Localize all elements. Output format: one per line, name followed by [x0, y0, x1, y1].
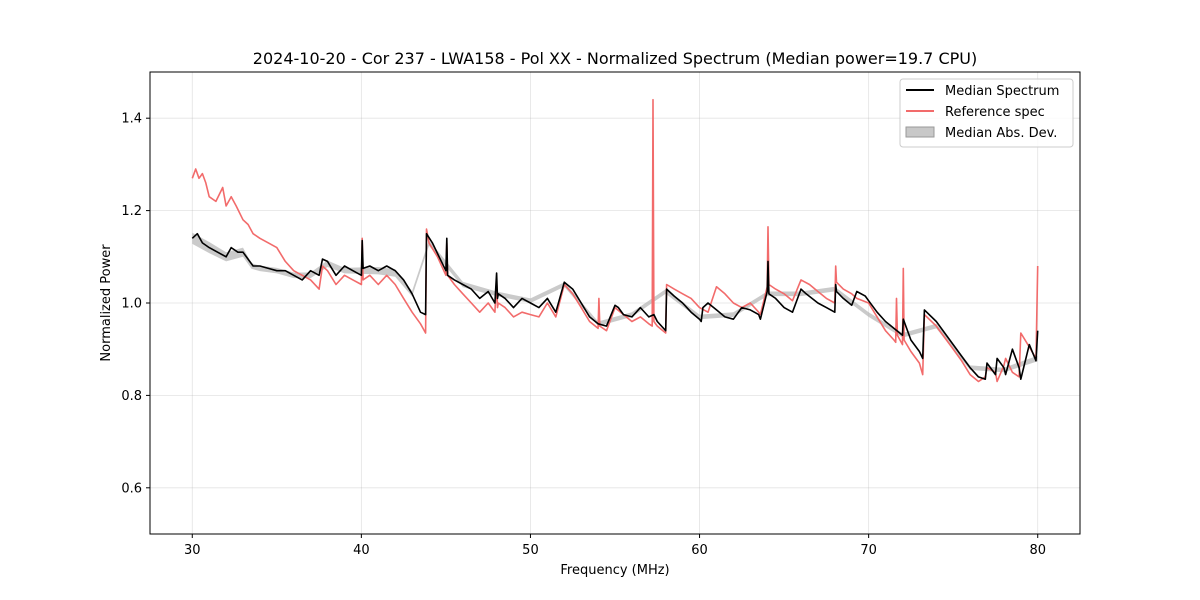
series-layer: [191, 98, 1039, 383]
chart-title: 2024-10-20 - Cor 237 - LWA158 - Pol XX -…: [253, 49, 977, 68]
y-axis-label: Normalized Power: [99, 244, 114, 362]
legend-label-reference: Reference spec: [945, 105, 1045, 120]
y-tick-label: 1.0: [121, 297, 142, 312]
legend: Median Spectrum Reference spec Median Ab…: [899, 78, 1074, 148]
legend-box: [899, 78, 1074, 148]
axis-ticks: 30 40 50 60 70 80 0.6 0.8 1.0 1.2 1.4: [121, 112, 1046, 558]
x-tick-label: 40: [353, 543, 370, 558]
x-tick-label: 30: [184, 543, 201, 558]
y-tick-label: 0.6: [121, 481, 142, 496]
y-tick-label: 1.4: [121, 112, 142, 127]
y-tick-label: 1.2: [121, 204, 142, 219]
x-axis-label: Frequency (MHz): [560, 563, 669, 578]
x-tick-label: 70: [860, 543, 877, 558]
median-spectrum-line: [191, 232, 1039, 380]
x-tick-label: 60: [691, 543, 708, 558]
legend-label-mad: Median Abs. Dev.: [945, 126, 1057, 141]
legend-swatch-mad: [905, 126, 935, 138]
legend-label-median: Median Spectrum: [945, 84, 1059, 99]
y-tick-label: 0.8: [121, 389, 142, 404]
x-tick-label: 80: [1029, 543, 1046, 558]
x-tick-label: 50: [522, 543, 539, 558]
